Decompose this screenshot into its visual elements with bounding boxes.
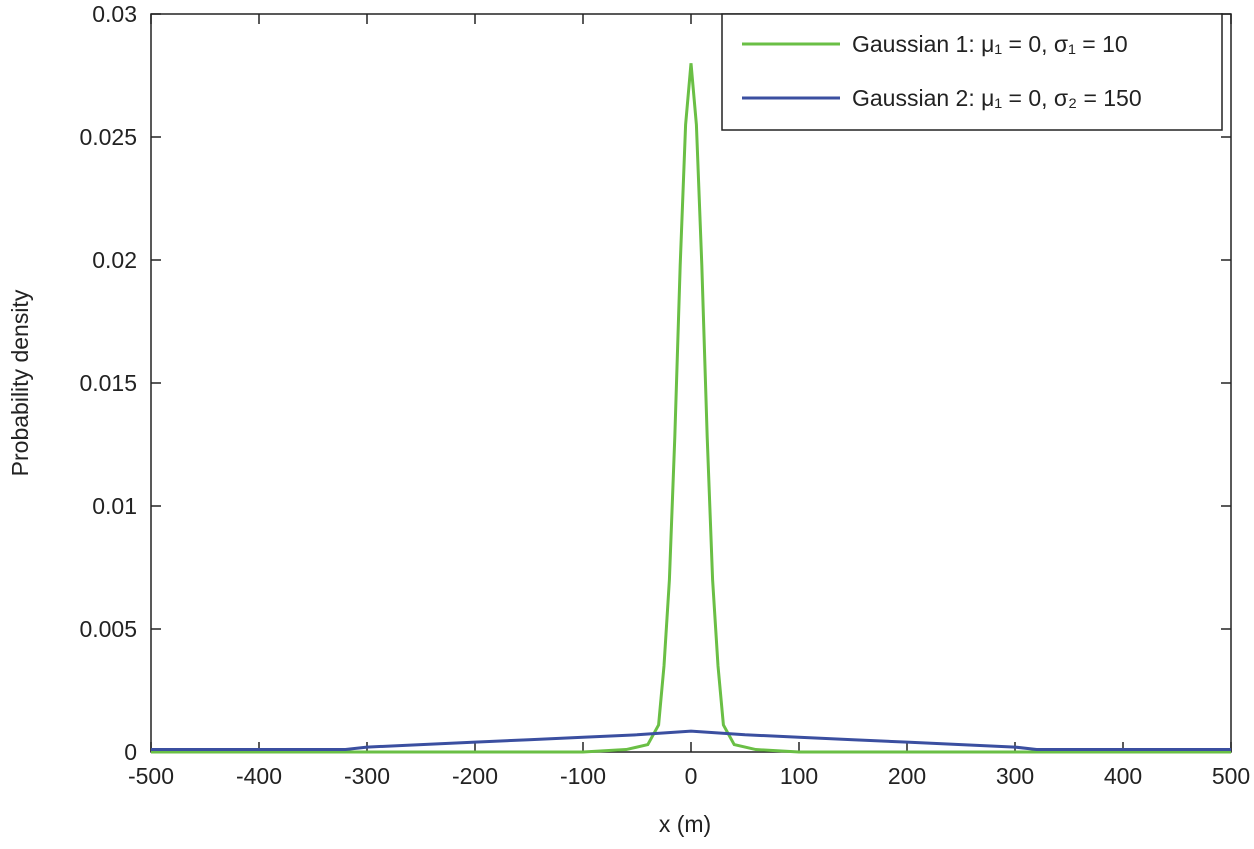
x-tick-label: -500 bbox=[128, 763, 174, 789]
x-tick-label: -300 bbox=[344, 763, 390, 789]
series-line bbox=[151, 729, 1231, 752]
x-tick-label: 0 bbox=[685, 763, 698, 789]
legend-box bbox=[721, 13, 1223, 131]
x-tick-label: 500 bbox=[1212, 763, 1250, 789]
x-tick-label: 100 bbox=[780, 763, 818, 789]
y-tick-label: 0.025 bbox=[79, 124, 137, 150]
y-tick-label: 0.005 bbox=[79, 616, 137, 642]
y-tick-label: 0.02 bbox=[92, 247, 137, 273]
x-tick-label: 400 bbox=[1104, 763, 1142, 789]
x-tick-label: 200 bbox=[888, 763, 926, 789]
x-tick-label: -100 bbox=[560, 763, 606, 789]
series-line bbox=[151, 63, 1231, 754]
y-tick-label: 0.03 bbox=[92, 1, 137, 27]
y-tick-label: 0.01 bbox=[92, 493, 137, 519]
x-tick-label: 300 bbox=[996, 763, 1034, 789]
x-tick-label: -200 bbox=[452, 763, 498, 789]
legend-label: Gaussian 1: μ₁ = 0, σ₁ = 10 bbox=[852, 31, 1128, 57]
y-tick-label: 0.015 bbox=[79, 370, 137, 396]
legend-label: Gaussian 2: μ₁ = 0, σ₂ = 150 bbox=[852, 85, 1142, 111]
x-tick-label: -400 bbox=[236, 763, 282, 789]
x-axis-label: x (m) bbox=[659, 811, 711, 837]
y-tick-label: 0 bbox=[124, 739, 137, 765]
y-axis-label: Probability density bbox=[7, 289, 33, 476]
